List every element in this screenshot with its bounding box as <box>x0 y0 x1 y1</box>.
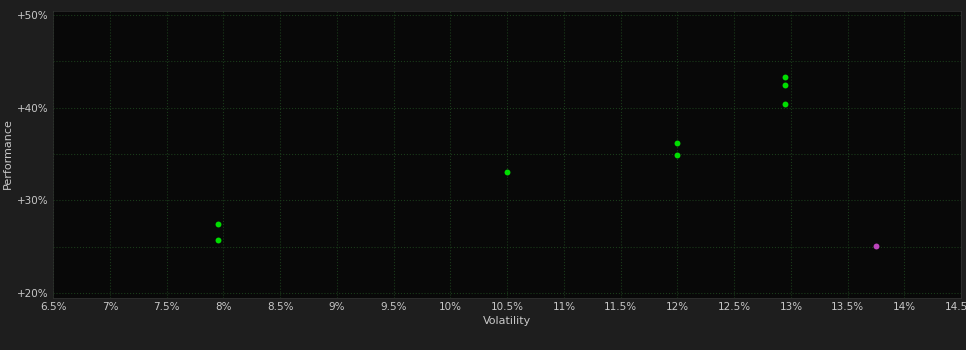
Point <box>669 140 685 146</box>
Point <box>868 243 884 248</box>
Point <box>778 83 793 88</box>
Point <box>210 222 225 227</box>
Point <box>778 101 793 107</box>
Point <box>210 237 225 243</box>
Point <box>778 74 793 80</box>
Point <box>669 152 685 158</box>
X-axis label: Volatility: Volatility <box>483 316 531 326</box>
Point <box>499 169 515 174</box>
Y-axis label: Performance: Performance <box>3 119 14 189</box>
